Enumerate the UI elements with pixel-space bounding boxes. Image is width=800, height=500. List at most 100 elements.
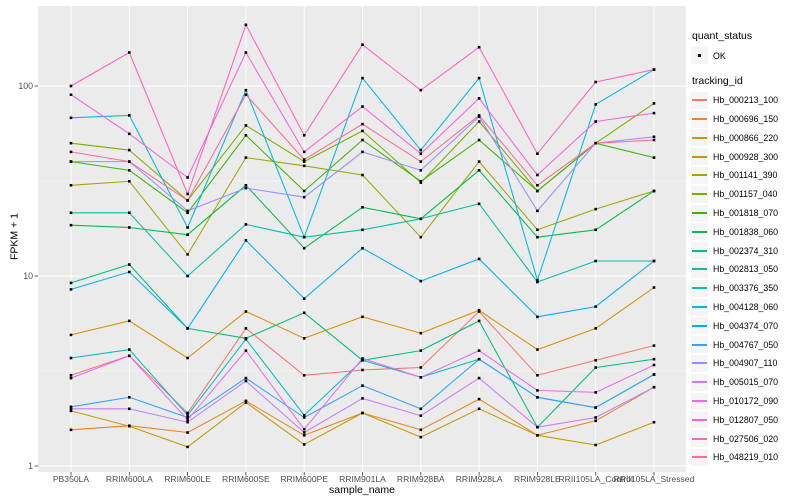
data-point: [302, 431, 306, 434]
legend-label: Hb_005015_070: [713, 377, 779, 388]
data-point: [186, 411, 189, 415]
data-point: [244, 239, 248, 242]
data-point: [361, 105, 364, 108]
data-point: [361, 76, 364, 80]
axis-tick-label: PB350LA: [53, 474, 90, 484]
data-point: [69, 141, 73, 145]
data-point: [419, 331, 423, 335]
data-point: [361, 384, 364, 387]
data-point: [652, 385, 656, 389]
legend-label: Hb_000696_150: [713, 114, 779, 125]
data-point: [361, 173, 364, 177]
data-point: [594, 366, 597, 369]
axis-tick-label: RRII105LA_Stressed: [614, 474, 695, 484]
data-point: [419, 88, 423, 92]
data-point: [419, 407, 423, 411]
data-point: [69, 409, 73, 413]
data-point: [477, 114, 481, 117]
data-point: [652, 156, 656, 159]
data-point: [477, 397, 481, 401]
y-tick-labels: 1 10 100: [18, 81, 33, 471]
line-icon: [692, 193, 707, 196]
data-point: [69, 93, 73, 96]
series-line-swatch: [691, 373, 708, 391]
data-point: [419, 152, 423, 155]
data-point: [361, 122, 364, 126]
data-point: [477, 120, 481, 123]
data-point: [302, 195, 306, 199]
data-point: [536, 235, 539, 239]
legend-label: Hb_000928_300: [713, 151, 779, 162]
line-icon: [692, 118, 707, 121]
data-point: [536, 184, 539, 187]
legend-label: Hb_003376_350: [713, 283, 779, 294]
data-point: [419, 160, 423, 163]
data-point: [69, 160, 73, 163]
data-point: [128, 319, 131, 323]
data-point: [419, 414, 423, 417]
legend-label: Hb_002374_310: [713, 245, 779, 256]
y-axis-title: FPKM + 1: [8, 213, 21, 260]
data-point: [69, 288, 73, 291]
data-point: [69, 84, 73, 88]
tracking-id-legend-list: Hb_000213_100 Hb_000696_150 Hb_000866_220 H…: [691, 91, 799, 466]
axis-ticks: [34, 85, 655, 476]
data-point: [361, 368, 364, 372]
data-point: [652, 363, 656, 367]
data-point: [652, 135, 656, 139]
data-point: [536, 209, 539, 213]
legend-label: Hb_004374_070: [713, 320, 779, 331]
data-point: [244, 51, 248, 54]
data-point: [477, 319, 481, 323]
axis-tick-label: RRIM600PE: [280, 474, 328, 484]
data-point: [594, 141, 597, 145]
data-point: [652, 344, 656, 347]
data-point: [419, 217, 423, 221]
data-point: [361, 359, 364, 362]
legend-item: Hb_003376_350: [691, 279, 799, 297]
data-point: [128, 354, 131, 358]
data-point: [244, 223, 248, 226]
data-point: [302, 416, 306, 419]
data-point: [419, 376, 423, 379]
data-point: [302, 134, 306, 137]
data-point: [477, 76, 481, 80]
legend-item: Hb_002813_050: [691, 260, 799, 278]
data-point: [128, 348, 131, 351]
data-point: [128, 160, 131, 163]
line-icon: [692, 249, 707, 252]
data-point: [594, 103, 597, 106]
legend-item: Hb_000696_150: [691, 110, 799, 128]
legend-item: Hb_004374_070: [691, 317, 799, 335]
data-point: [302, 189, 306, 193]
data-point: [652, 138, 656, 142]
data-point: [361, 246, 364, 250]
data-point: [186, 416, 189, 419]
series-line-swatch: [691, 392, 708, 410]
data-point: [361, 315, 364, 319]
legend-item: Hb_004907_110: [691, 354, 799, 372]
data-point: [419, 435, 423, 439]
data-point: [186, 253, 189, 256]
gridlines: [38, 6, 686, 472]
data-point: [652, 68, 656, 71]
series-line-swatch: [691, 430, 708, 448]
data-point: [244, 184, 248, 187]
data-point: [477, 357, 481, 361]
data-point: [186, 233, 189, 236]
data-point: [652, 357, 656, 361]
legend-item: Hb_000928_300: [691, 148, 799, 166]
data-point: [302, 428, 306, 431]
data-point: [594, 443, 597, 447]
data-point: [477, 349, 481, 352]
data-point: [69, 281, 73, 285]
data-point: [419, 366, 423, 369]
data-point: [361, 228, 364, 232]
legend-item-ok: OK: [691, 47, 799, 64]
data-point: [536, 189, 539, 193]
data-point: [244, 401, 248, 404]
legend: quant_status OK tracking_id Hb_000213_10…: [691, 30, 799, 468]
line-icon: [692, 99, 707, 102]
data-point: [536, 280, 539, 284]
